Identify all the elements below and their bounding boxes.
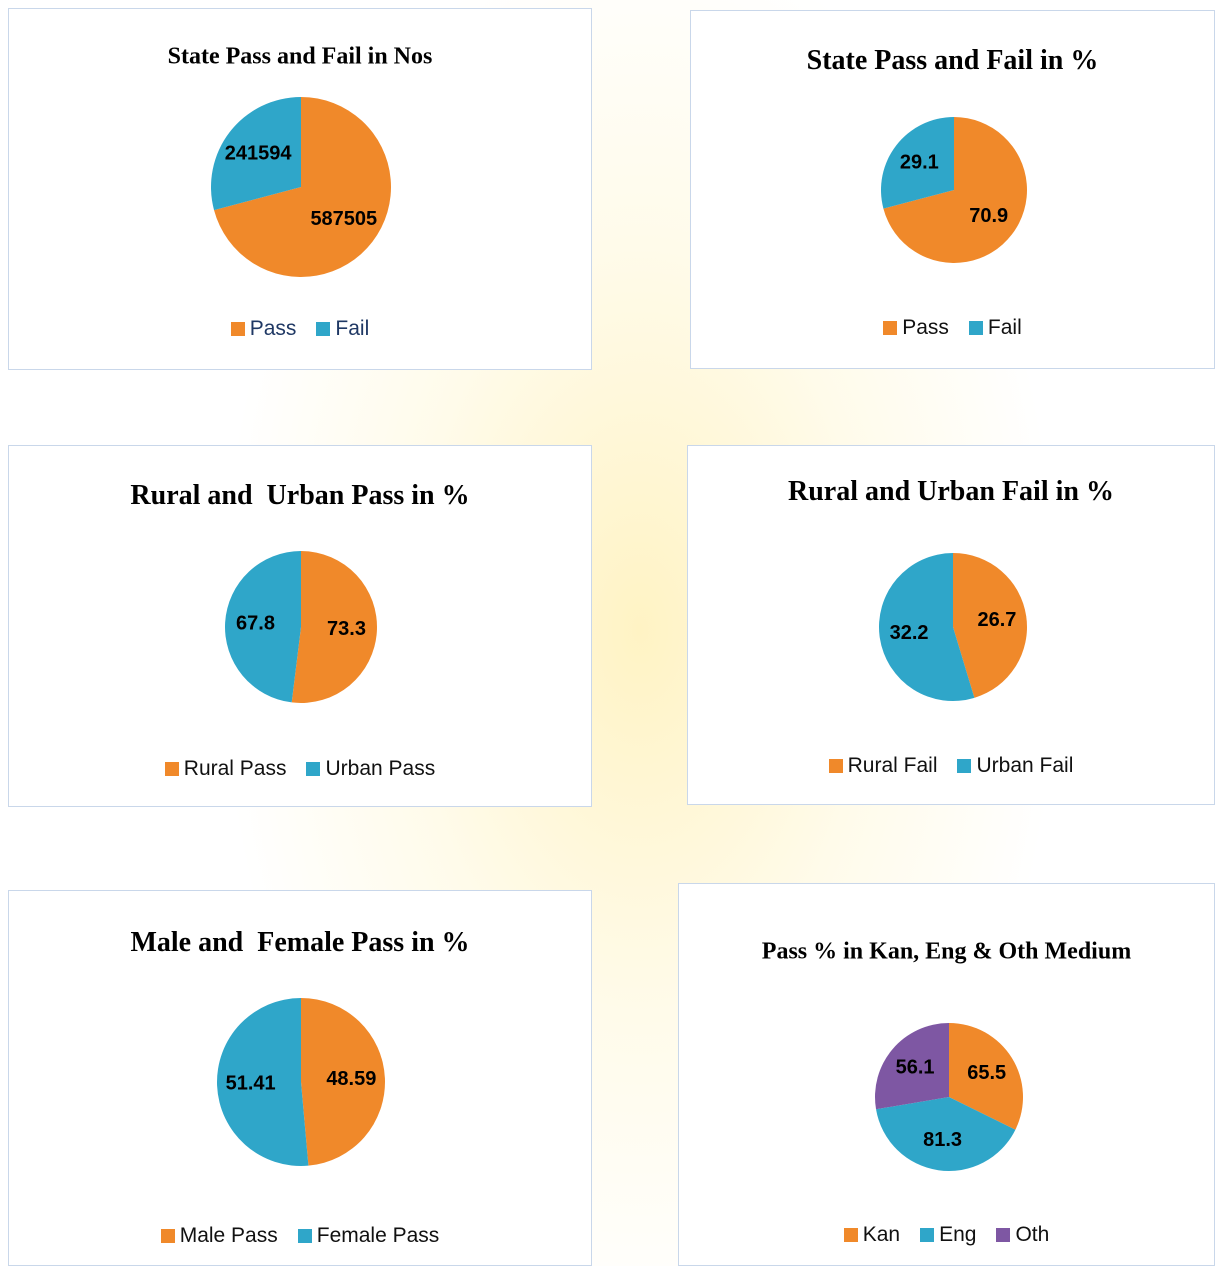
pie-slice	[216, 998, 309, 1166]
legend-item: Pass	[883, 316, 949, 339]
legend-item: Fail	[968, 316, 1022, 339]
pie-chart: 26.7 32.2	[879, 553, 1027, 701]
data-label: 51.41	[226, 1073, 276, 1095]
pie-slice	[876, 1097, 1016, 1171]
chart-panel: Rural and Urban Pass in % 73.3 67.8 Rural P…	[8, 445, 592, 807]
data-label: 32.2	[890, 622, 929, 644]
legend-swatch	[957, 759, 972, 773]
legend-item: Eng	[920, 1223, 976, 1246]
data-label: 48.59	[326, 1068, 376, 1090]
legend-swatch	[883, 321, 898, 335]
legend-label: Pass	[249, 317, 297, 340]
data-label: 65.5	[967, 1062, 1006, 1084]
data-label: 29.1	[900, 152, 939, 174]
legend-item: Male Pass	[160, 1224, 278, 1247]
pie-slice	[883, 117, 1027, 263]
data-label: 70.9	[969, 205, 1008, 227]
legend-label: Fail	[335, 317, 370, 340]
data-label: 241594	[225, 142, 293, 164]
data-label: 81.3	[923, 1129, 962, 1151]
legend-label: Kan	[862, 1223, 901, 1246]
legend-label: Female Pass	[316, 1224, 440, 1247]
chart-title: State Pass and Fail in %	[806, 45, 1099, 76]
legend-item: Rural Fail	[828, 754, 938, 777]
legend-swatch	[164, 762, 179, 776]
legend-item: Fail	[316, 317, 369, 340]
pie-slice	[301, 998, 385, 1166]
chart-title: Rural and Urban Fail in %	[788, 476, 1114, 507]
pie-chart: 73.3 67.8	[224, 551, 377, 703]
chart-panel: State Pass and Fail in Nos 587505 241594 Pa…	[8, 8, 592, 370]
legend-label: Urban Pass	[325, 757, 436, 780]
pie-slice	[879, 553, 975, 701]
legend-swatch	[306, 762, 321, 776]
pie-slice	[214, 97, 391, 277]
pie-slice	[949, 1023, 1023, 1130]
legend-label: Oth	[1015, 1223, 1050, 1246]
legend-item: Pass	[230, 317, 297, 340]
legend: Pass Fail	[691, 316, 1214, 340]
data-label: 73.3	[327, 618, 366, 640]
legend-item: Female Pass	[297, 1224, 440, 1247]
pie-chart: 587505 241594	[211, 97, 391, 277]
pie-slice	[875, 1023, 949, 1110]
legend-label: Pass	[902, 316, 949, 339]
chart-panel: State Pass and Fail in % 70.9 29.1 Pass Fail	[690, 10, 1215, 369]
data-label: 67.8	[236, 612, 275, 634]
legend: Kan Eng Oth	[679, 1223, 1214, 1247]
legend-label: Rural Pass	[183, 757, 287, 780]
legend-label: Urban Fail	[976, 754, 1074, 777]
legend: Pass Fail	[9, 317, 591, 341]
legend-item: Urban Fail	[957, 754, 1073, 777]
legend-label: Rural Fail	[847, 754, 938, 777]
legend-swatch	[230, 322, 245, 336]
pie-slice	[211, 97, 301, 211]
legend-item: Kan	[843, 1223, 901, 1246]
chart-title: Rural and Urban Pass in %	[130, 480, 470, 511]
chart-title: Pass % in Kan, Eng & Oth Medium	[761, 938, 1132, 965]
pie-chart: 70.9 29.1	[881, 116, 1027, 263]
data-label: 587505	[310, 208, 377, 230]
legend-item: Urban Pass	[306, 757, 435, 780]
pie-chart: 65.5 81.3 56.1	[875, 1023, 1023, 1171]
chart-panel: Pass % in Kan, Eng & Oth Medium 65.5 81.3 5…	[678, 883, 1215, 1266]
data-label: 26.7	[977, 609, 1016, 631]
legend-swatch	[920, 1228, 935, 1242]
pie-slice	[881, 116, 954, 209]
legend-swatch	[316, 322, 331, 336]
chart-title: State Pass and Fail in Nos	[167, 43, 433, 70]
chart-panel: Rural and Urban Fail in % 26.7 32.2 Rural F…	[687, 445, 1215, 805]
legend-label: Eng	[939, 1223, 977, 1246]
legend: Male Pass Female Pass	[9, 1224, 591, 1248]
legend-swatch	[160, 1229, 175, 1243]
data-label: 56.1	[896, 1057, 935, 1079]
pie-slice	[291, 551, 377, 703]
legend-label: Male Pass	[179, 1224, 278, 1247]
legend-swatch	[996, 1228, 1011, 1242]
chart-panel: Male and Female Pass in % 48.59 51.41 Male …	[8, 890, 592, 1266]
pie-slice	[953, 553, 1027, 698]
legend-swatch	[828, 759, 843, 773]
legend-item: Oth	[996, 1223, 1049, 1246]
legend-label: Fail	[987, 316, 1022, 339]
pie-chart: 48.59 51.41	[216, 998, 385, 1166]
legend-item: Rural Pass	[164, 757, 287, 780]
legend: Rural Fail Urban Fail	[688, 754, 1214, 778]
pie-slice	[224, 551, 301, 703]
chart-title: Male and Female Pass in %	[130, 927, 470, 958]
legend-swatch	[968, 321, 983, 335]
legend: Rural Pass Urban Pass	[9, 757, 591, 781]
legend-swatch	[843, 1228, 858, 1242]
legend-swatch	[297, 1229, 312, 1243]
